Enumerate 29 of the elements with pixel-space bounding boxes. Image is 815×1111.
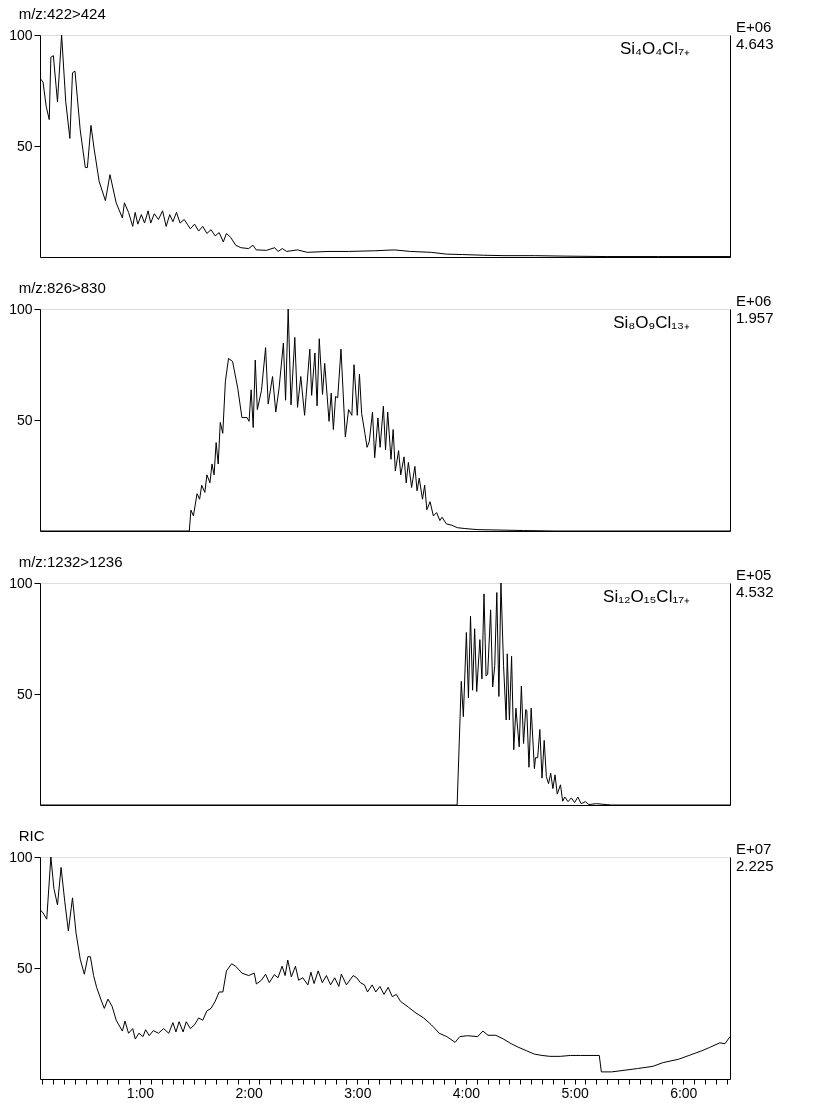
chart-title: m/z:422>424 <box>18 5 106 22</box>
text: 4.532 <box>736 583 774 600</box>
x-tick-label: 5:00 <box>561 1084 589 1101</box>
y-tick-label: 50 <box>16 411 33 428</box>
text: E+06 <box>736 292 772 309</box>
text: 4.643 <box>736 35 774 52</box>
annotation: Si₈O₉Cl₁₃₊ <box>613 313 690 332</box>
text: E+05 <box>736 566 772 583</box>
x-tick-label: 3:00 <box>344 1084 372 1101</box>
y-tick-label: 100 <box>9 848 33 865</box>
x-tick-label: 4:00 <box>452 1084 481 1101</box>
y-tick-label: 100 <box>9 26 33 43</box>
text: E+06 <box>736 18 772 35</box>
annotation: Si₁₂O₁₅Cl₁₇₊ <box>603 587 690 606</box>
chart-title: m/z:826>830 <box>18 279 106 296</box>
y-tick-label: 100 <box>9 574 33 591</box>
y-tick-label: 50 <box>16 959 33 976</box>
text: E+07 <box>736 840 772 857</box>
x-tick-label: 1:00 <box>126 1084 155 1101</box>
y-tick-label: 100 <box>9 300 33 317</box>
text: 2.225 <box>736 857 774 874</box>
chart-title: RIC <box>18 827 45 844</box>
y-tick-label: 50 <box>16 685 33 702</box>
x-tick-label: 6:00 <box>670 1084 698 1101</box>
annotation: Si₄O₄Cl₇₊ <box>619 39 690 58</box>
text: 1.957 <box>736 309 774 326</box>
x-tick-label: 2:00 <box>235 1084 263 1101</box>
chart-title: m/z:1232>1236 <box>18 553 123 570</box>
y-tick-label: 50 <box>16 137 33 154</box>
